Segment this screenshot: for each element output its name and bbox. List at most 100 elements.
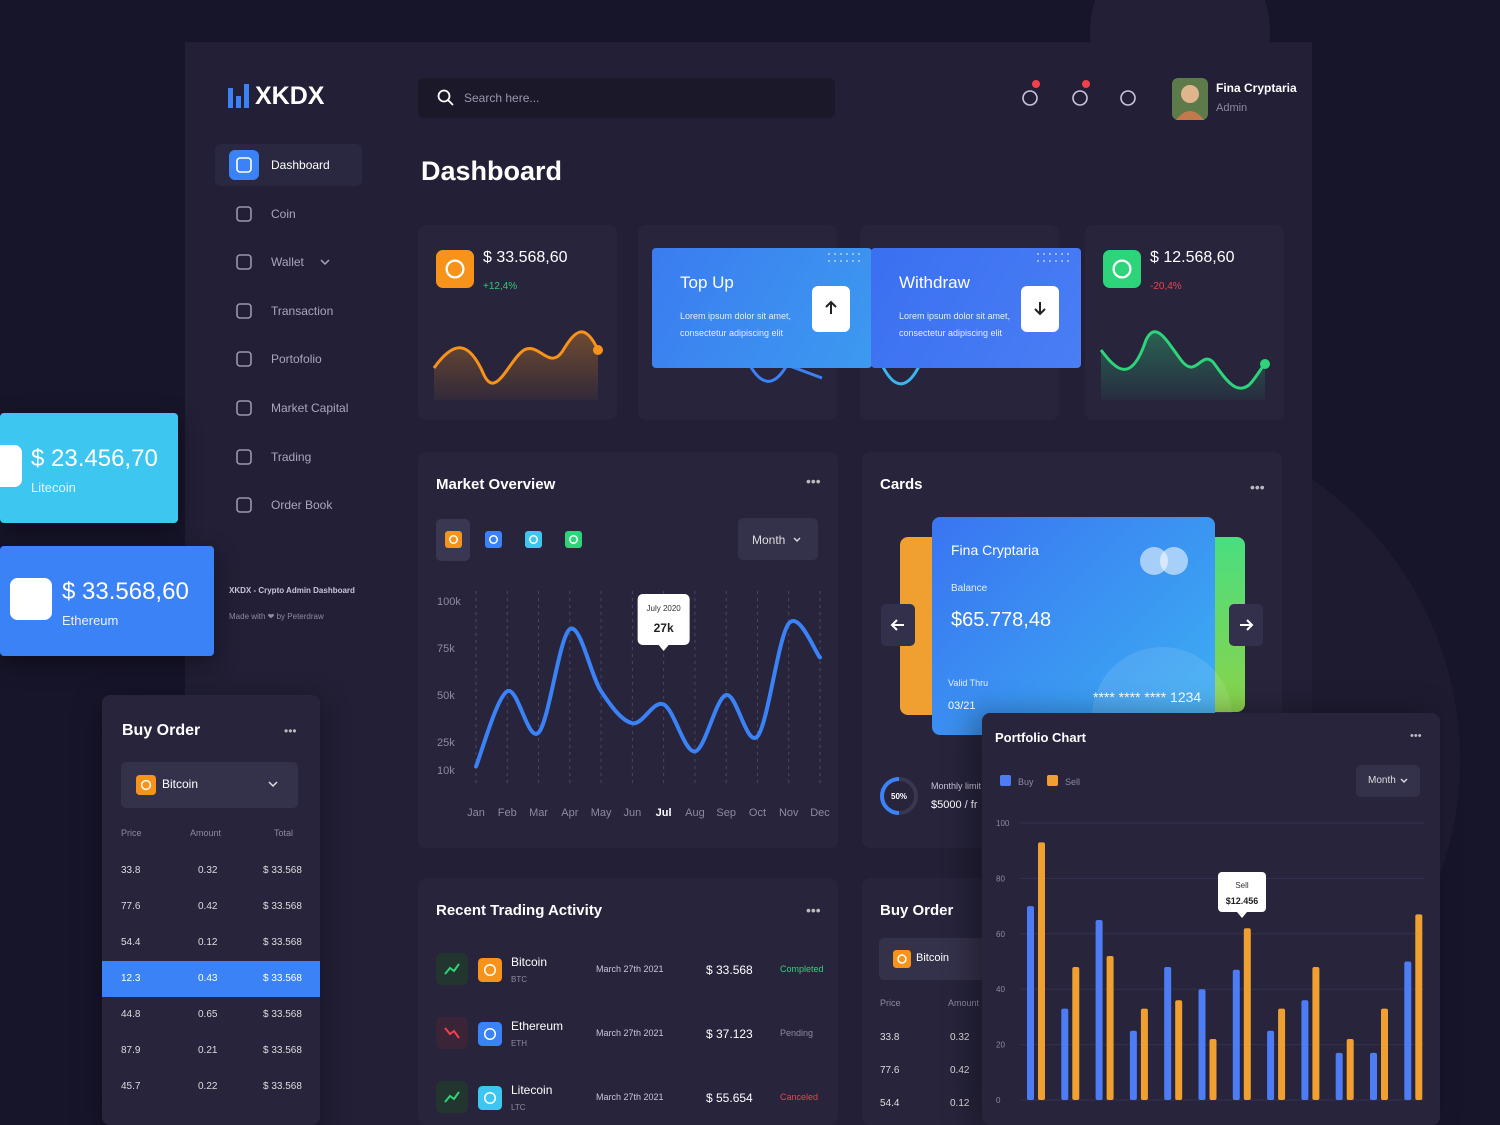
icon-shape bbox=[1082, 80, 1090, 88]
table-cell: 0.42 bbox=[950, 1065, 970, 1076]
y-tick-label: 25k bbox=[437, 737, 455, 749]
table-cell: $ 33.568 bbox=[263, 1045, 302, 1056]
table-cell: 0.12 bbox=[198, 937, 218, 948]
search-box[interactable] bbox=[418, 78, 835, 118]
nav-item[interactable]: Wallet bbox=[271, 255, 304, 270]
icon-shape bbox=[893, 950, 911, 968]
bar bbox=[1061, 1008, 1069, 1100]
coin-icon bbox=[478, 1022, 502, 1046]
icon-shape bbox=[136, 775, 156, 795]
column-header: Total bbox=[274, 828, 294, 838]
tooltip-bg bbox=[637, 594, 690, 645]
nav-item[interactable]: Market Capital bbox=[271, 401, 349, 415]
icon-shape bbox=[236, 351, 252, 368]
logo: XKDX bbox=[255, 82, 325, 110]
header-icon bbox=[1072, 80, 1090, 106]
trade-symbol: BTC bbox=[511, 975, 527, 984]
y-tick-label: 0 bbox=[996, 1096, 1001, 1105]
icon-shape bbox=[1049, 253, 1051, 255]
trade-date: March 27th 2021 bbox=[596, 964, 664, 974]
icon-shape bbox=[1037, 253, 1069, 262]
icon-shape bbox=[1032, 80, 1040, 88]
bar bbox=[1312, 967, 1320, 1100]
icon-shape bbox=[445, 531, 462, 548]
icon-shape bbox=[1022, 90, 1038, 106]
y-tick-label: 100k bbox=[437, 596, 461, 608]
action-title: Top Up bbox=[680, 273, 734, 292]
bar bbox=[1175, 1000, 1183, 1100]
table-cell: 54.4 bbox=[880, 1098, 900, 1109]
search-placeholder: Search here... bbox=[464, 91, 540, 105]
icon-shape bbox=[444, 963, 460, 975]
icon-shape bbox=[1160, 547, 1188, 575]
nav-icon bbox=[236, 448, 252, 465]
floating-value: $ 23.456,70 bbox=[31, 445, 158, 472]
more-menu[interactable]: ••• bbox=[806, 473, 821, 489]
icon-shape bbox=[483, 963, 497, 977]
dropdown[interactable] bbox=[1356, 765, 1420, 797]
more-menu[interactable]: ••• bbox=[1410, 730, 1422, 742]
icon-shape bbox=[834, 260, 836, 262]
tooltip-date: July 2020 bbox=[647, 604, 682, 613]
icon-shape bbox=[444, 1091, 460, 1103]
icon-shape bbox=[244, 84, 249, 108]
icon-shape bbox=[483, 1091, 497, 1105]
table-cell: 54.4 bbox=[121, 937, 141, 948]
trend-icon bbox=[436, 1017, 468, 1049]
coin-icon bbox=[893, 950, 911, 968]
icon-shape bbox=[236, 448, 252, 465]
footer-title: XKDX - Crypto Admin Dashboard bbox=[229, 586, 355, 595]
icon-shape bbox=[0, 455, 12, 477]
tooltip-value: 27k bbox=[654, 621, 674, 635]
search-icon bbox=[437, 89, 454, 106]
nav-item[interactable]: Order Book bbox=[271, 498, 333, 513]
table-cell: 0.21 bbox=[198, 1045, 218, 1056]
trade-status: Pending bbox=[780, 1028, 814, 1038]
y-tick-label: 20 bbox=[996, 1041, 1005, 1050]
more-menu[interactable]: ••• bbox=[1250, 479, 1265, 495]
table-cell: 77.6 bbox=[880, 1065, 900, 1076]
dropdown-chevron bbox=[793, 537, 801, 542]
more-menu[interactable]: ••• bbox=[806, 902, 821, 918]
dropdown[interactable] bbox=[738, 518, 818, 560]
icon-shape bbox=[1049, 260, 1051, 262]
bar bbox=[1335, 1052, 1343, 1100]
icon-shape bbox=[1055, 260, 1057, 262]
icon-shape bbox=[846, 253, 848, 255]
floating-card: $ 23.456,70 Litecoin bbox=[0, 413, 178, 523]
column-header: Price bbox=[121, 828, 142, 838]
column-header: Amount bbox=[190, 828, 222, 838]
more-menu[interactable]: ••• bbox=[284, 724, 297, 738]
limit-value: $5000 / fr bbox=[931, 799, 978, 811]
nav-icon bbox=[236, 254, 252, 270]
icon-shape bbox=[478, 1022, 502, 1046]
arrow-left bbox=[890, 619, 904, 631]
icon-shape bbox=[236, 400, 252, 416]
table-cell: $ 33.568 bbox=[263, 937, 302, 948]
icon-shape bbox=[880, 777, 900, 815]
nav-icon bbox=[236, 351, 252, 368]
column-header: Amount bbox=[948, 998, 980, 1008]
footer-credit: Made with ❤ by Peterdraw bbox=[229, 612, 324, 621]
icon-shape bbox=[20, 588, 42, 610]
y-tick-label: 40 bbox=[996, 985, 1005, 994]
y-tick-label: 80 bbox=[996, 874, 1005, 883]
icon-shape bbox=[890, 619, 904, 631]
x-tick-label: May bbox=[591, 807, 612, 819]
nav-item[interactable]: Transaction bbox=[271, 303, 334, 318]
nav-item[interactable]: Portofolio bbox=[271, 352, 322, 367]
nav-item[interactable]: Trading bbox=[271, 449, 312, 464]
table-cell: $ 33.568 bbox=[263, 865, 302, 876]
table-cell: 0.43 bbox=[198, 973, 218, 984]
icon-shape bbox=[1101, 331, 1265, 400]
nav-item[interactable]: Dashboard bbox=[271, 158, 330, 172]
icon-shape bbox=[828, 260, 830, 262]
icon-shape bbox=[1043, 260, 1045, 262]
x-tick-label: Aug bbox=[685, 807, 705, 819]
icon-shape bbox=[229, 150, 259, 180]
nav-item[interactable]: Coin bbox=[271, 206, 296, 221]
panel bbox=[862, 878, 1002, 1125]
y-tick-label: 75k bbox=[437, 643, 455, 655]
tooltip-pointer bbox=[1237, 912, 1247, 918]
x-tick-label: Oct bbox=[749, 807, 766, 819]
